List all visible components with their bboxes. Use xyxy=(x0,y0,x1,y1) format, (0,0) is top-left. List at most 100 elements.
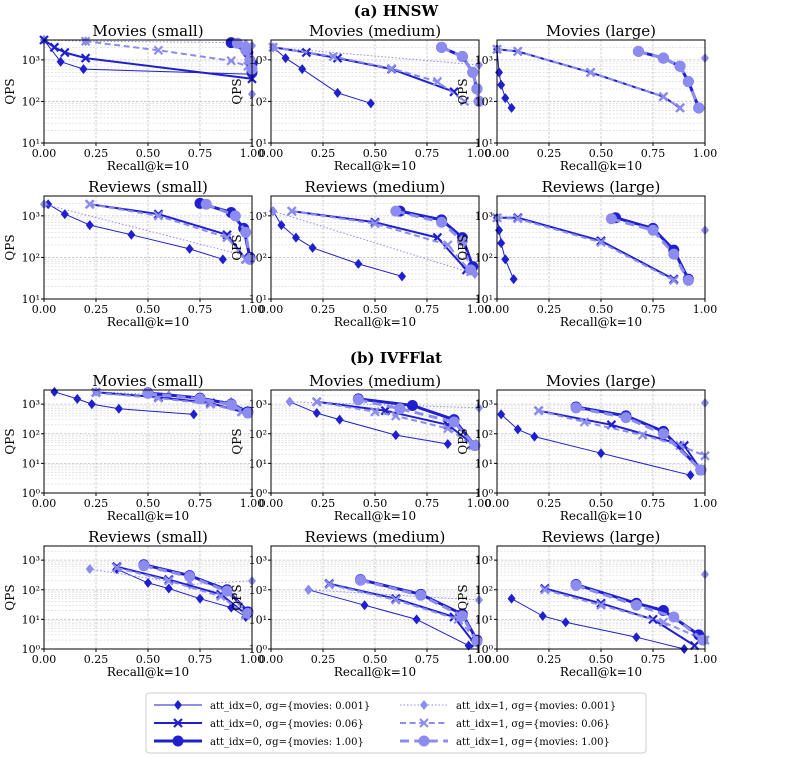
series-att-idx-0-g-movies-0-001 xyxy=(493,44,516,113)
y-axis-label: QPS xyxy=(230,428,244,454)
y-tick-label: 10³ xyxy=(22,54,40,67)
data-point xyxy=(648,614,658,625)
legend-marker xyxy=(418,735,430,747)
chart-title: Reviews (medium) xyxy=(305,528,446,546)
series-line xyxy=(575,406,702,471)
series-line xyxy=(116,565,247,615)
data-point xyxy=(464,640,473,651)
legend-entry-att-idx-1-g-movies-0-06: att_idx=1, σg={movies: 0.06} xyxy=(400,718,610,730)
data-point xyxy=(530,431,539,442)
series-line xyxy=(95,391,249,412)
series-att-idx-1-g-movies-1-00 xyxy=(570,402,707,476)
y-axis-label: QPS xyxy=(230,234,244,260)
data-point xyxy=(50,386,59,397)
x-tick-label: 0.50 xyxy=(589,653,614,666)
chart-title: Reviews (small) xyxy=(88,528,208,546)
x-axis-label: Recall@k=10 xyxy=(334,665,416,679)
x-tick-label: 0.75 xyxy=(415,303,440,316)
series-att-idx-1-g-movies-1-00 xyxy=(605,213,694,286)
data-point xyxy=(370,407,380,417)
data-point xyxy=(647,224,659,236)
legend-label: att_idx=0, σg={movies: 1.00} xyxy=(210,737,364,748)
x-axis-label: Recall@k=10 xyxy=(334,509,416,523)
chart-ivfflat-reviews-medium: 0.00 0.25 0.50 0.75 1.0010⁰10¹10²10³Reviews … xyxy=(230,528,491,679)
series-line xyxy=(116,566,247,616)
legend-entry-att-idx-0-g-movies-0-06: att_idx=0, σg={movies: 0.06} xyxy=(154,718,364,730)
data-point xyxy=(360,600,369,611)
y-tick-label: 10³ xyxy=(249,398,267,411)
data-point xyxy=(686,470,695,481)
x-tick-label: 0.25 xyxy=(311,147,336,160)
x-tick-label: 0.25 xyxy=(311,303,336,316)
data-point xyxy=(465,264,477,276)
legend-label: att_idx=0, σg={movies: 0.001} xyxy=(210,701,370,712)
chart-title: Movies (large) xyxy=(546,372,656,390)
y-tick-label: 10¹ xyxy=(475,457,493,470)
y-tick-label: 10² xyxy=(22,584,40,597)
y-tick-label: 10² xyxy=(249,251,267,264)
y-tick-label: 10⁰ xyxy=(475,487,494,500)
y-tick-label: 10³ xyxy=(22,398,40,411)
data-point xyxy=(509,274,518,285)
y-tick-label: 10⁰ xyxy=(22,643,41,656)
legend-box xyxy=(145,692,647,754)
chart-title: Reviews (small) xyxy=(88,178,208,196)
data-point xyxy=(73,393,82,404)
x-tick-label: 0.75 xyxy=(188,147,213,160)
data-point xyxy=(436,216,448,228)
y-tick-label: 10³ xyxy=(22,554,40,567)
data-point xyxy=(497,409,506,420)
y-tick-label: 10² xyxy=(475,584,493,597)
data-point xyxy=(85,220,94,231)
plot-frame xyxy=(270,195,480,300)
x-tick-label: 0.50 xyxy=(589,303,614,316)
data-point xyxy=(449,87,459,97)
x-tick-label: 1.00 xyxy=(693,147,718,160)
data-point xyxy=(277,220,286,231)
y-tick-label: 10¹ xyxy=(22,613,40,626)
data-point xyxy=(370,218,380,229)
chart-title: Movies (medium) xyxy=(309,22,441,40)
y-axis-label: QPS xyxy=(456,78,470,104)
data-point xyxy=(620,412,632,424)
data-point xyxy=(513,424,522,435)
data-point xyxy=(632,632,641,643)
x-tick-label: 0.75 xyxy=(641,147,666,160)
y-axis-label: QPS xyxy=(3,428,17,454)
data-point xyxy=(184,571,196,583)
series-line xyxy=(544,588,706,642)
data-point xyxy=(412,614,421,625)
data-point xyxy=(127,229,136,240)
data-point xyxy=(112,563,122,573)
data-point xyxy=(56,56,65,67)
data-point xyxy=(144,577,152,588)
chart-title: Movies (large) xyxy=(546,22,656,40)
data-point xyxy=(471,635,483,647)
series-att-idx-1-g-movies-1-00 xyxy=(354,574,483,647)
data-point xyxy=(242,607,254,619)
data-point xyxy=(596,237,606,248)
series-line xyxy=(205,202,252,260)
x-axis-label: Recall@k=10 xyxy=(560,315,642,329)
data-point xyxy=(80,36,91,47)
x-tick-label: 1.00 xyxy=(693,497,718,510)
chart-title: Reviews (large) xyxy=(542,178,661,196)
data-point xyxy=(391,430,400,441)
data-point xyxy=(605,213,617,225)
data-point xyxy=(153,45,164,56)
data-point xyxy=(196,593,204,604)
data-point xyxy=(366,98,375,109)
legend-marker xyxy=(173,718,183,728)
data-point xyxy=(675,103,685,113)
x-tick-label: 0.75 xyxy=(415,653,440,666)
x-tick-label: 1.00 xyxy=(467,147,492,160)
data-point xyxy=(507,102,516,113)
y-tick-label: 10² xyxy=(22,251,40,264)
data-point xyxy=(218,254,227,265)
x-tick-label: 0.00 xyxy=(259,147,284,160)
x-tick-label: 0.00 xyxy=(32,653,57,666)
